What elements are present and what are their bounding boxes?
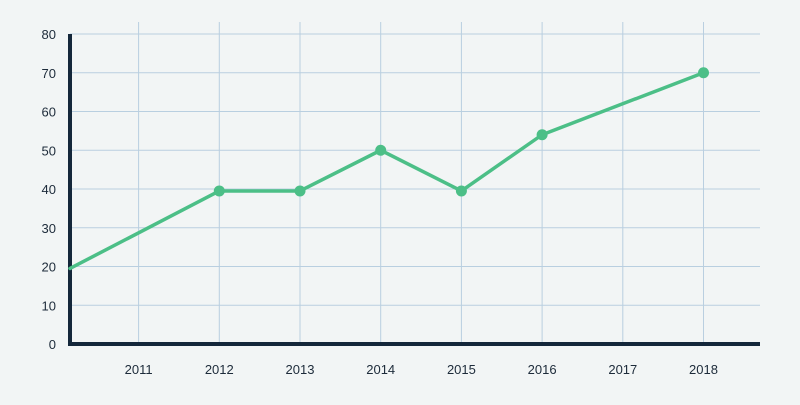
data-point: [213, 185, 225, 197]
x-tick-label: 2012: [205, 362, 234, 377]
y-tick-label: 20: [42, 260, 56, 275]
x-tick-label: 2013: [286, 362, 315, 377]
x-tick-label: 2017: [608, 362, 637, 377]
data-point: [294, 185, 306, 197]
data-point: [455, 185, 467, 197]
y-tick-label: 40: [42, 182, 56, 197]
x-tick-label: 2015: [447, 362, 476, 377]
y-tick-label: 30: [42, 221, 56, 236]
y-tick-labels: 0 10 20 30 40 50 60 70 80: [42, 27, 56, 352]
x-tick-label: 2011: [125, 362, 153, 377]
y-tick-label: 60: [42, 105, 56, 120]
x-tick-labels: 2011 2012 2013 2014 2015 2016 2017 2018: [125, 362, 718, 377]
y-tick-label: 70: [42, 66, 56, 81]
x-tick-label: 2016: [528, 362, 557, 377]
grid: [70, 22, 760, 344]
data-point: [536, 129, 548, 141]
y-tick-label: 10: [42, 298, 56, 313]
x-tick-label: 2014: [366, 362, 395, 377]
y-tick-label: 0: [49, 337, 56, 352]
series-line: [68, 71, 706, 271]
y-tick-label: 80: [42, 27, 56, 42]
data-point: [375, 144, 387, 156]
series-layer: [68, 67, 710, 271]
x-tick-label: 2018: [689, 362, 718, 377]
axes: [68, 34, 760, 346]
data-point: [698, 67, 710, 79]
y-tick-label: 50: [42, 143, 56, 158]
